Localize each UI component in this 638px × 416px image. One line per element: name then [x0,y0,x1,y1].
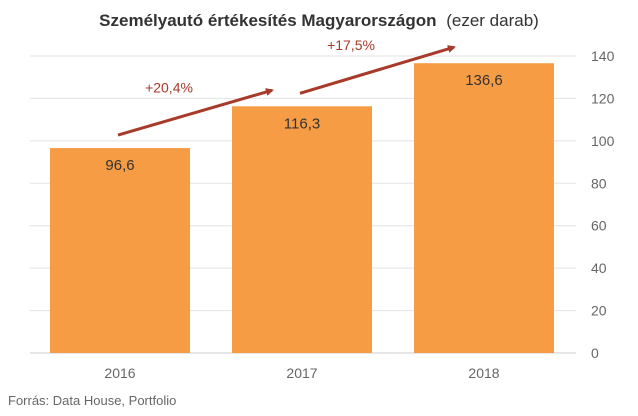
bars [50,63,554,353]
chart-title-unit: (ezer darab) [446,11,539,30]
growth-arrow [117,88,274,137]
chart-title: Személyautó értékesítés Magyarországon (… [99,11,539,30]
y-tick-label: 140 [591,48,615,64]
source-note: Forrás: Data House, Portfolio [8,393,176,408]
bar-value-label: 136,6 [465,72,503,89]
bar-value-label: 116,3 [284,115,320,132]
x-tick-label: 2016 [104,365,135,381]
x-tick-label: 2018 [468,365,499,381]
annotations: +20,4% +17,5% [117,37,456,137]
y-tick-label: 120 [591,90,615,106]
growth-label: +17,5% [327,37,375,53]
bar-2016 [50,148,190,353]
y-axis: 0 20 40 60 80 100 120 140 [591,48,615,361]
y-tick-label: 80 [591,175,607,191]
y-tick-label: 20 [591,303,607,319]
bar-2017 [232,106,372,353]
bar-2018 [414,63,554,353]
x-axis: 2016 2017 2018 [104,365,499,381]
bar-value-label: 96,6 [105,157,134,174]
growth-label: +20,4% [145,80,193,96]
y-tick-label: 100 [591,133,615,149]
growth-arrow [299,45,456,95]
y-tick-label: 0 [591,345,599,361]
y-tick-label: 60 [591,218,607,234]
y-tick-label: 40 [591,260,607,276]
chart-title-main: Személyautó értékesítés Magyarországon [99,11,436,30]
value-labels: 96,6 116,3 136,6 [105,72,502,174]
x-tick-label: 2017 [286,365,317,381]
